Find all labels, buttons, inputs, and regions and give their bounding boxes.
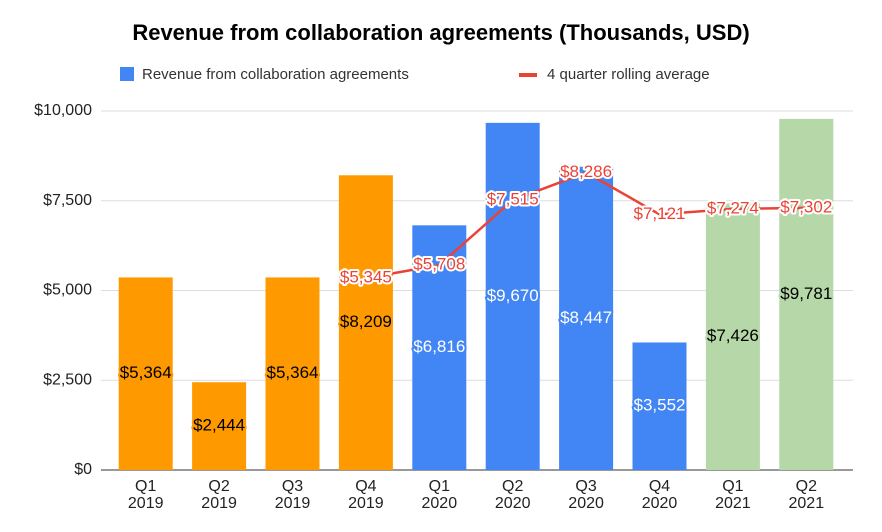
chart-title: Revenue from collaboration agreements (T… — [132, 20, 749, 45]
y-tick-label: $10,000 — [34, 102, 92, 119]
bar — [118, 277, 173, 470]
bar — [338, 175, 393, 470]
data-label: $9,670 — [487, 286, 539, 305]
x-tick-label: Q2 2021 — [788, 478, 825, 512]
data-label: $5,364 — [120, 363, 172, 382]
bar — [192, 382, 247, 470]
y-tick-label: $5,000 — [43, 282, 92, 299]
x-tick-label: Q3 2020 — [568, 478, 604, 512]
y-tick-label: $2,500 — [43, 371, 92, 388]
x-tick-label: Q2 2019 — [201, 478, 237, 512]
bar — [559, 166, 614, 471]
data-label: $7,121 — [634, 204, 686, 223]
x-tick-label: Q1 2021 — [715, 478, 751, 512]
bar — [705, 203, 760, 470]
x-tick-label: Q4 2020 — [641, 478, 678, 512]
bar — [632, 342, 687, 470]
bar — [485, 122, 540, 471]
x-tick-label: Q4 2019 — [348, 478, 384, 512]
data-label: $7,274 — [707, 198, 759, 217]
legend-label: Revenue from collaboration agreements — [142, 66, 409, 83]
data-label: $5,708 — [413, 255, 465, 274]
data-label: $7,426 — [707, 326, 759, 345]
data-label: $5,364 — [267, 363, 319, 382]
data-label: $5,345 — [340, 268, 392, 287]
data-label: $8,447 — [560, 308, 612, 327]
x-tick-label: Q1 2020 — [421, 478, 458, 512]
data-label: $7,515 — [487, 190, 539, 209]
data-label: $9,781 — [780, 284, 832, 303]
bar — [779, 118, 834, 471]
data-label: $7,302 — [780, 197, 832, 216]
y-tick-label: $7,500 — [43, 192, 92, 209]
x-tick-label: Q3 2019 — [274, 478, 311, 512]
y-tick-label: $0 — [74, 461, 92, 478]
x-tick-label: Q1 2019 — [127, 478, 164, 512]
data-label: $6,816 — [413, 337, 465, 356]
x-tick-label: Q2 2020 — [494, 478, 531, 512]
line — [365, 171, 807, 280]
legend-swatch — [120, 67, 134, 81]
data-label: $8,286 — [560, 162, 612, 181]
bar — [265, 277, 320, 470]
data-label: $2,444 — [193, 416, 245, 435]
data-label: $8,209 — [340, 312, 392, 331]
data-label: $3,552 — [634, 396, 686, 415]
legend-label: 4 quarter rolling average — [547, 66, 710, 83]
